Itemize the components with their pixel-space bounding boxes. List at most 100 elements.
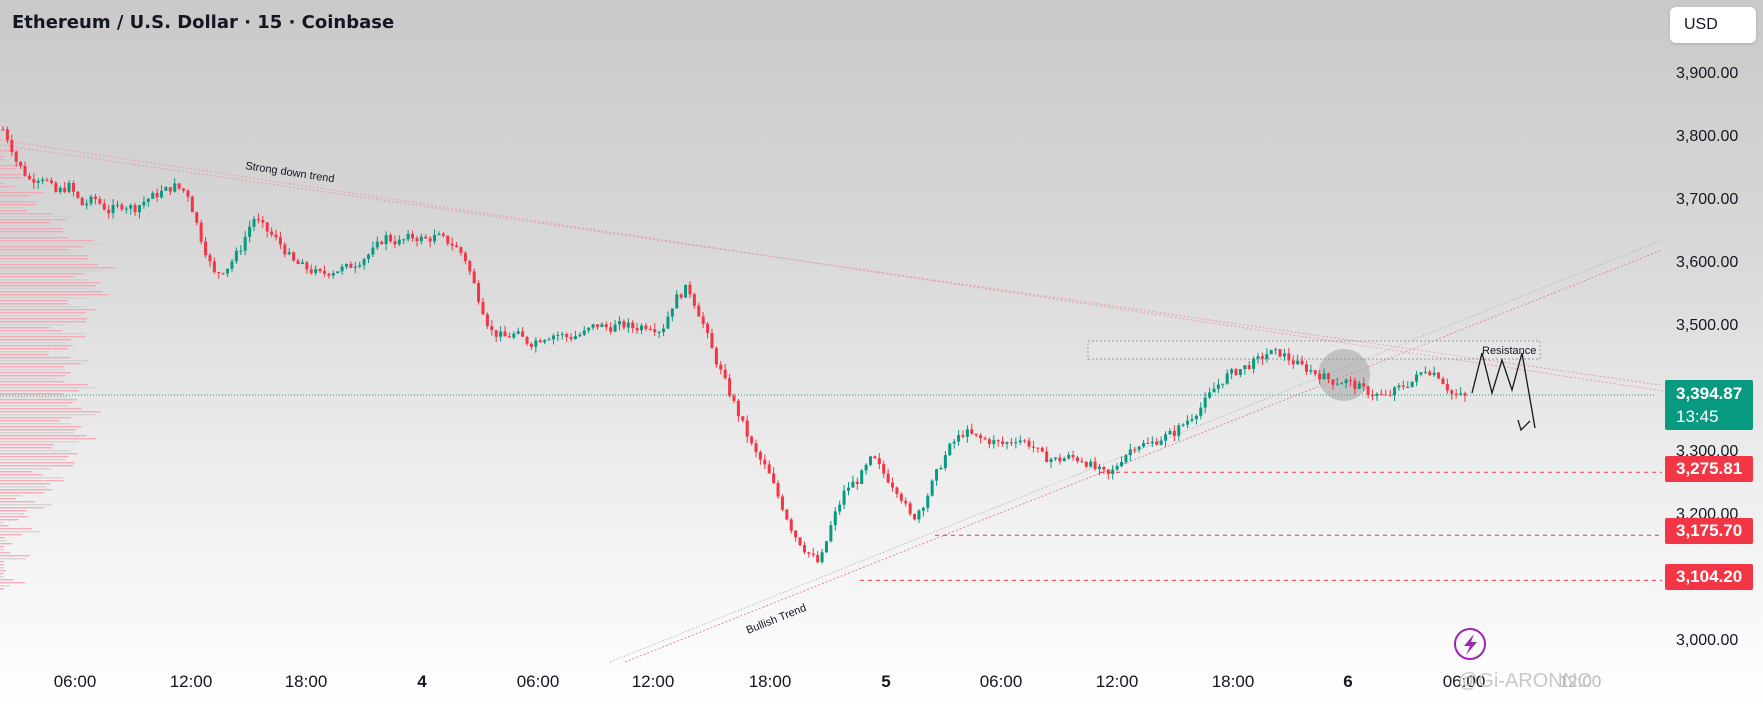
candle[interactable] <box>160 185 164 199</box>
candle[interactable] <box>490 320 494 336</box>
lightning-badge-icon[interactable] <box>1454 628 1486 660</box>
candle[interactable] <box>1375 392 1379 401</box>
candle[interactable] <box>921 506 925 517</box>
candle[interactable] <box>239 245 243 255</box>
candle[interactable] <box>353 261 357 274</box>
currency-button[interactable]: USD <box>1670 7 1756 43</box>
candle[interactable] <box>891 477 895 492</box>
candle[interactable] <box>481 297 485 315</box>
candle[interactable] <box>133 202 137 216</box>
candle[interactable] <box>604 321 608 331</box>
candle[interactable] <box>41 176 45 185</box>
candle[interactable] <box>569 333 573 342</box>
candle[interactable] <box>419 233 423 245</box>
candle[interactable] <box>270 227 274 238</box>
candle[interactable] <box>375 236 379 251</box>
candle[interactable] <box>71 180 75 197</box>
candle[interactable] <box>547 337 551 341</box>
candle[interactable] <box>1406 381 1410 389</box>
candle[interactable] <box>27 172 31 181</box>
candle[interactable] <box>1194 414 1198 425</box>
candle[interactable] <box>529 342 533 350</box>
candle[interactable] <box>446 235 450 246</box>
candle[interactable] <box>168 187 172 196</box>
candlestick-series[interactable] <box>1 125 1467 564</box>
candle[interactable] <box>93 193 97 205</box>
candle[interactable] <box>102 198 106 211</box>
candle[interactable] <box>816 551 820 564</box>
candle[interactable] <box>1053 456 1057 462</box>
candle[interactable] <box>935 468 939 486</box>
candle[interactable] <box>820 548 824 564</box>
candle[interactable] <box>433 229 437 245</box>
candle[interactable] <box>807 551 811 558</box>
candle[interactable] <box>653 323 657 337</box>
candle[interactable] <box>1 125 5 131</box>
candle[interactable] <box>494 330 498 343</box>
candle[interactable] <box>1366 384 1370 399</box>
candle[interactable] <box>155 188 159 202</box>
candle[interactable] <box>177 183 181 191</box>
candle[interactable] <box>802 541 806 555</box>
candle[interactable] <box>648 325 652 331</box>
candle[interactable] <box>710 328 714 349</box>
candle[interactable] <box>1080 457 1084 463</box>
candle[interactable] <box>1098 463 1101 476</box>
candle[interactable] <box>706 321 710 339</box>
candle[interactable] <box>1393 386 1397 402</box>
candle[interactable] <box>930 479 934 497</box>
candle[interactable] <box>1397 382 1401 391</box>
candle[interactable] <box>1093 457 1097 471</box>
candle[interactable] <box>873 455 877 459</box>
candle[interactable] <box>256 213 260 224</box>
candle[interactable] <box>1071 450 1075 461</box>
candle[interactable] <box>551 333 555 345</box>
candle[interactable] <box>1075 455 1079 464</box>
candle[interactable] <box>98 196 102 206</box>
candle[interactable] <box>441 231 445 238</box>
candle[interactable] <box>287 248 291 256</box>
candle[interactable] <box>76 190 80 200</box>
candle[interactable] <box>1371 389 1375 401</box>
candle[interactable] <box>45 177 49 182</box>
candle[interactable] <box>1459 387 1463 396</box>
candle[interactable] <box>1089 458 1093 468</box>
candle[interactable] <box>1023 438 1027 444</box>
candle[interactable] <box>1318 370 1322 385</box>
candle[interactable] <box>728 374 732 398</box>
candle[interactable] <box>701 312 705 329</box>
candle[interactable] <box>1260 352 1264 366</box>
candle[interactable] <box>1362 377 1366 392</box>
candle[interactable] <box>1027 437 1031 450</box>
candle[interactable] <box>151 191 155 199</box>
candle[interactable] <box>1181 423 1185 427</box>
candle[interactable] <box>371 241 375 258</box>
candle[interactable] <box>278 231 282 250</box>
candle[interactable] <box>904 497 908 507</box>
candle[interactable] <box>1009 437 1013 447</box>
candle[interactable] <box>1212 382 1216 393</box>
candle[interactable] <box>1335 377 1339 386</box>
candle[interactable] <box>1313 369 1317 377</box>
candle[interactable] <box>767 460 771 474</box>
candle[interactable] <box>1045 446 1049 463</box>
candle[interactable] <box>640 323 644 335</box>
candle[interactable] <box>1287 347 1291 365</box>
candle[interactable] <box>983 436 987 441</box>
candle[interactable] <box>243 231 247 256</box>
candle[interactable] <box>331 270 335 279</box>
candle[interactable] <box>1256 352 1260 364</box>
candle[interactable] <box>512 331 516 340</box>
candle[interactable] <box>362 257 366 270</box>
candle[interactable] <box>657 330 661 339</box>
candle[interactable] <box>190 195 194 213</box>
candle[interactable] <box>283 242 287 258</box>
candle[interactable] <box>838 500 842 516</box>
candle[interactable] <box>226 268 230 278</box>
candle[interactable] <box>899 492 903 504</box>
candle[interactable] <box>1150 436 1154 447</box>
candle[interactable] <box>684 284 688 298</box>
candle[interactable] <box>613 319 617 333</box>
candle[interactable] <box>1300 355 1304 366</box>
candle[interactable] <box>534 337 538 353</box>
